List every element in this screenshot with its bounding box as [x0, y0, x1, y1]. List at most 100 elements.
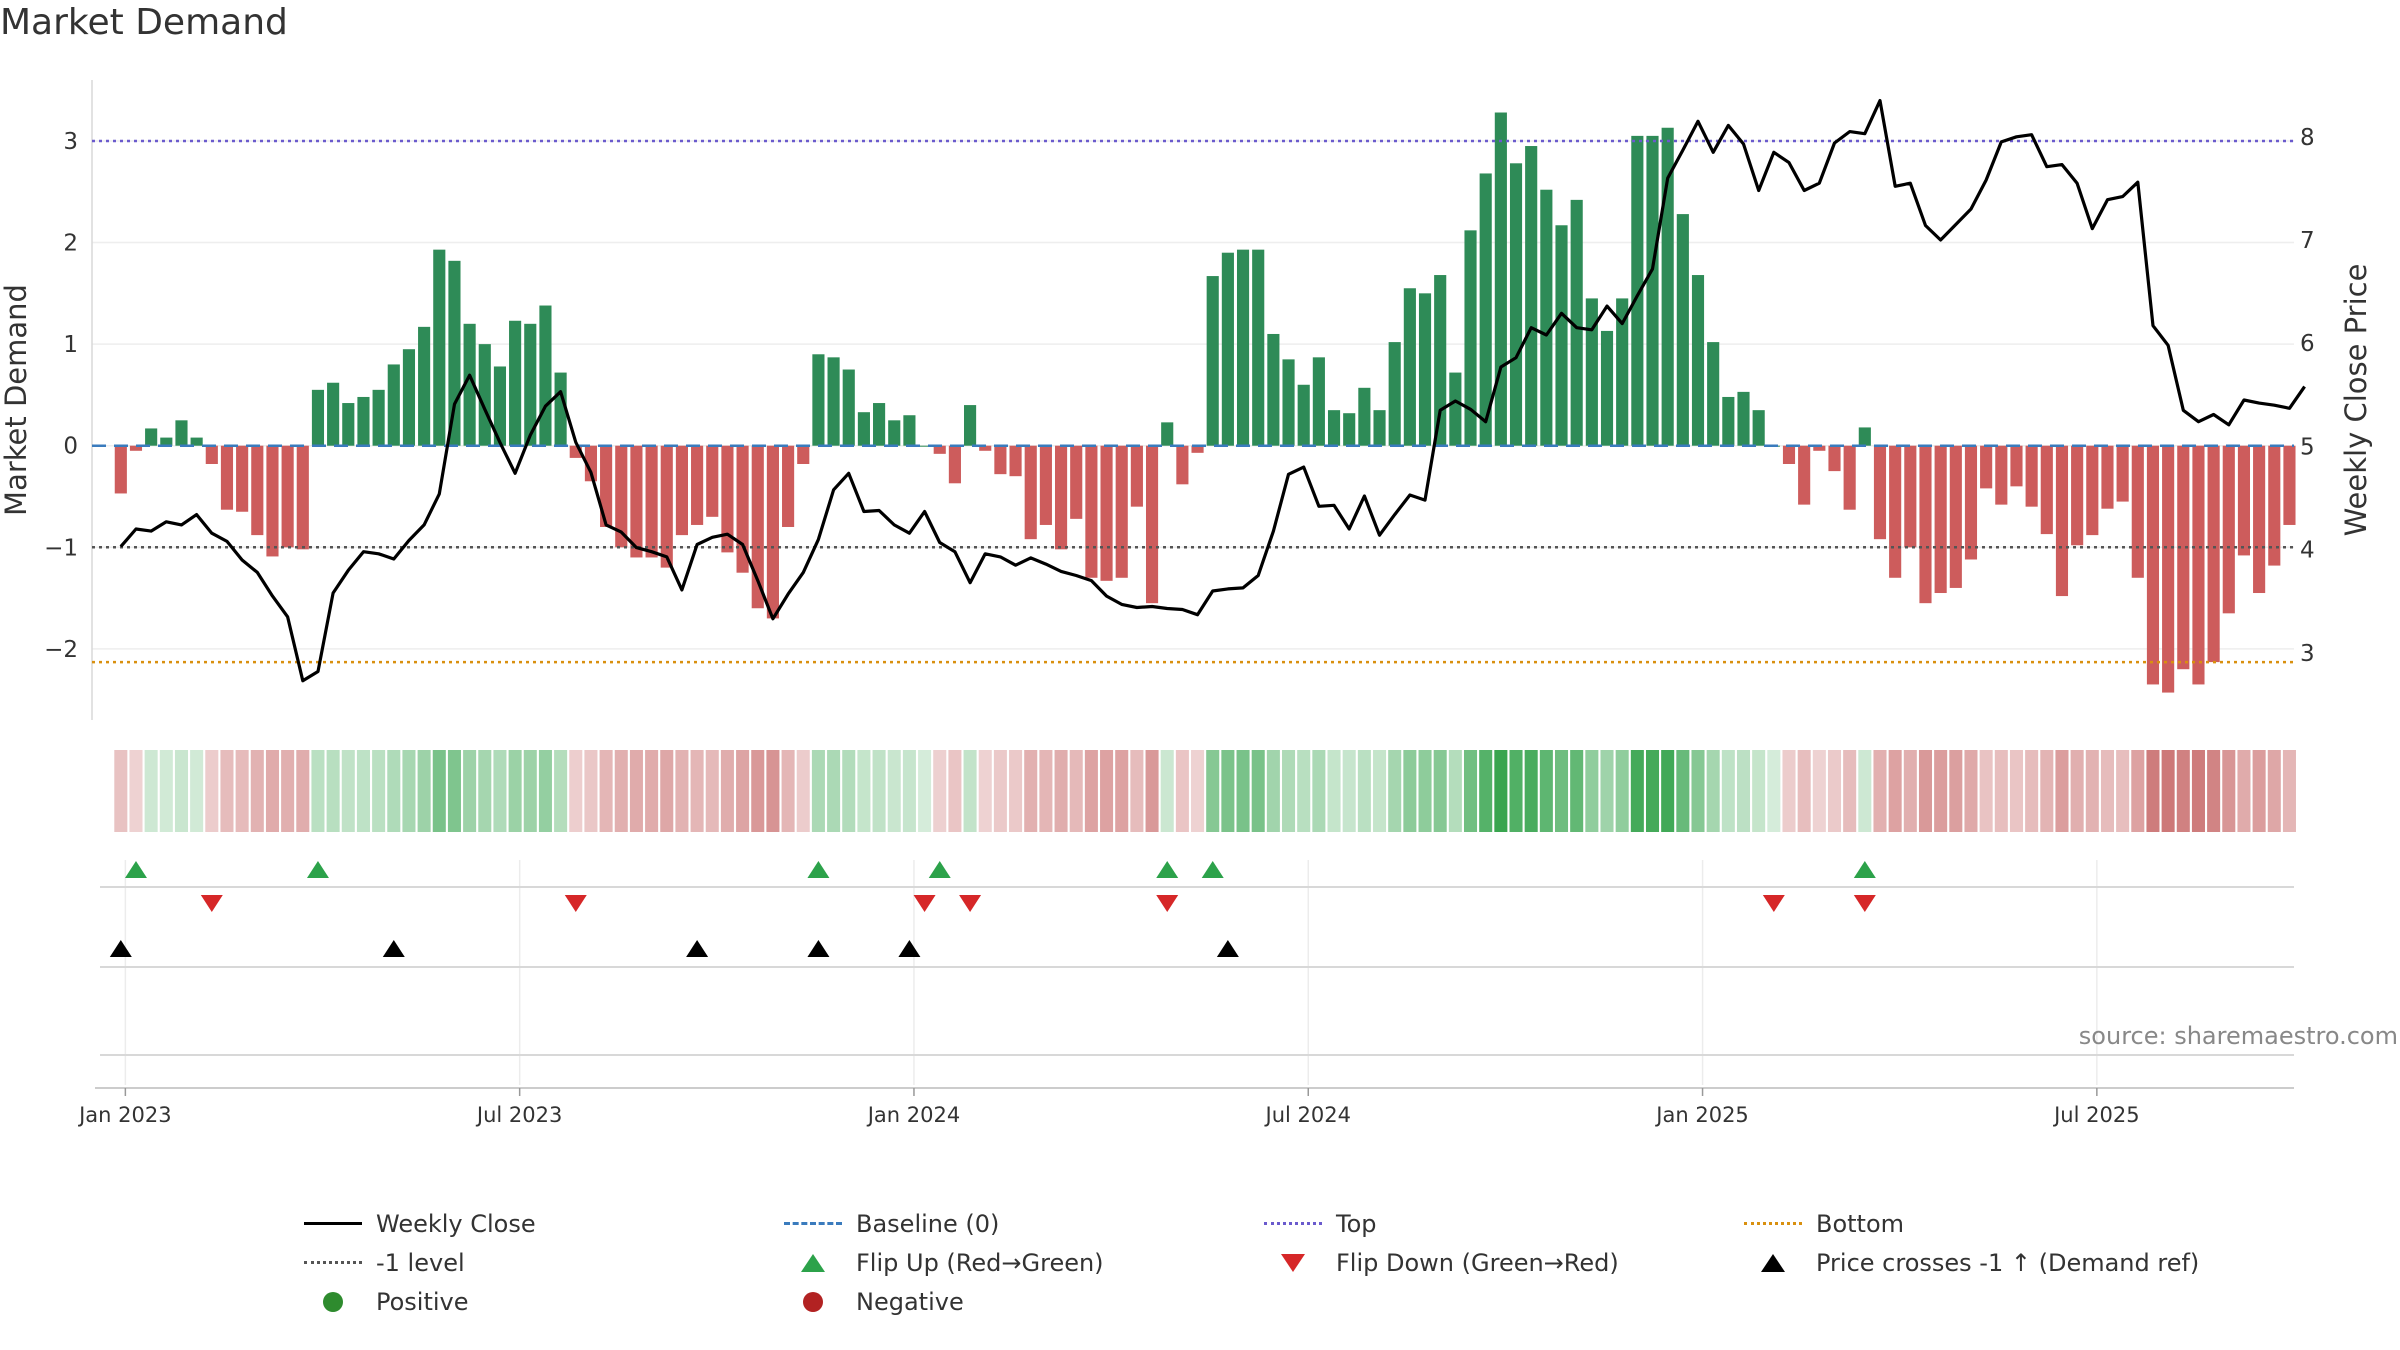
heat-cell-negative [1979, 750, 1993, 832]
positive-bar [1661, 127, 1674, 446]
heat-cell-positive [1752, 750, 1766, 832]
heat-cell-positive [1251, 750, 1265, 832]
heat-cell-negative [1054, 750, 1068, 832]
positive-bar [1449, 372, 1462, 446]
y2-tick-label: 3 [2300, 641, 2315, 667]
positive-bar [1418, 293, 1432, 446]
heat-cell-positive [432, 750, 446, 832]
minus1-dotted-line-icon [304, 1261, 362, 1264]
negative-bar [994, 445, 1007, 475]
positive-bar [311, 389, 325, 446]
negative-bar [615, 445, 628, 548]
negative-bar [2086, 445, 2099, 536]
heat-cell-positive [1433, 750, 1447, 832]
legend-item-bottom: Bottom [1740, 1208, 2260, 1239]
y2-axis-label: Weekly Close Price [2339, 264, 2373, 537]
green-dot-icon [323, 1291, 343, 1312]
y-axis-label: Market Demand [0, 284, 33, 516]
legend-label: Flip Down (Green→Red) [1336, 1248, 1619, 1277]
heat-cell-positive [1327, 750, 1341, 832]
negative-bar [948, 445, 961, 484]
chart-title: Market Demand [0, 2, 288, 43]
y-tick-label: 0 [63, 434, 78, 460]
y2-tick-label: 6 [2300, 331, 2315, 357]
heat-cell-negative [690, 750, 704, 832]
heat-cell-positive [872, 750, 886, 832]
flip-up-marker [1201, 861, 1224, 878]
triangle-up-green-icon [801, 1253, 825, 1272]
positive-bar [1631, 135, 1644, 446]
legend-label: Weekly Close [376, 1209, 536, 1238]
heat-cell-positive [1373, 750, 1387, 832]
negative-bar [1176, 445, 1189, 485]
positive-bar [903, 415, 916, 446]
heat-cell-positive [963, 750, 977, 832]
heat-cell-negative [1191, 750, 1205, 832]
positive-bar [463, 323, 476, 446]
positive-bar [1282, 359, 1295, 446]
flip-down-marker [1156, 895, 1179, 912]
positive-bar [145, 428, 158, 446]
price-cross-marker [686, 940, 709, 957]
negative-bar [2116, 445, 2129, 502]
negative-bar [266, 445, 279, 557]
positive-bar [1236, 249, 1250, 446]
heat-cell-positive [508, 750, 522, 832]
negative-bar [933, 445, 946, 454]
flip-up-marker [1156, 861, 1179, 878]
negative-bar [1934, 445, 1947, 594]
heat-cell-negative [2222, 750, 2236, 832]
heat-cell-negative [1873, 750, 1887, 832]
source-credit: source: sharemaestro.com [2078, 1022, 2398, 1050]
positive-bar [873, 403, 886, 446]
price-cross-marker [807, 940, 830, 957]
positive-bar [1388, 342, 1401, 446]
positive-bar [1646, 135, 1659, 446]
heat-cell-positive [493, 750, 507, 832]
negative-bar [2283, 445, 2296, 525]
heat-cell-positive [1691, 750, 1705, 832]
negative-bar [2253, 445, 2266, 594]
heat-cell-positive [1630, 750, 1644, 832]
heat-cell-positive [1645, 750, 1660, 832]
legend-item-weekly-close: Weekly Close [300, 1208, 780, 1239]
positive-bar [387, 364, 400, 446]
negative-bar [1039, 445, 1052, 525]
legend-item-positive: Positive [300, 1286, 780, 1317]
price-cross-marker [382, 940, 405, 957]
flip-down-marker [1762, 895, 1785, 912]
heat-cell-positive [554, 750, 568, 832]
negative-bar [2207, 445, 2220, 663]
heat-cell-negative [2207, 750, 2221, 832]
negative-bar [782, 445, 795, 527]
heat-cell-positive [1206, 750, 1220, 832]
heat-cell-negative [736, 750, 750, 832]
negative-bar [1115, 445, 1128, 578]
positive-bar [964, 405, 977, 446]
negative-bar [1889, 445, 1902, 578]
positive-bar [190, 437, 203, 446]
heat-cell-positive [1388, 750, 1402, 832]
negative-bar [1949, 445, 1962, 588]
negative-bar [1070, 445, 1083, 519]
heat-cell-negative [2176, 750, 2190, 832]
heat-cell-negative [2267, 750, 2281, 832]
heat-cell-positive [918, 750, 932, 832]
heat-cell-negative [660, 750, 674, 832]
heat-cell-positive [857, 750, 871, 832]
legend-label: -1 level [376, 1248, 465, 1277]
demand-heat-strip [114, 750, 2296, 832]
positive-bar [1464, 230, 1477, 446]
heat-cell-negative [2085, 750, 2099, 832]
negative-bar [706, 445, 719, 517]
positive-bar [1479, 173, 1492, 446]
legend-item-baseline: Baseline (0) [780, 1208, 1260, 1239]
flip-down-marker [913, 895, 936, 912]
y-tick-label: 1 [63, 332, 78, 358]
legend-label: Negative [856, 1287, 964, 1316]
negative-bar [721, 445, 734, 553]
positive-bar [372, 389, 385, 446]
y2-tick-label: 8 [2300, 125, 2315, 151]
negative-bar [797, 445, 810, 464]
